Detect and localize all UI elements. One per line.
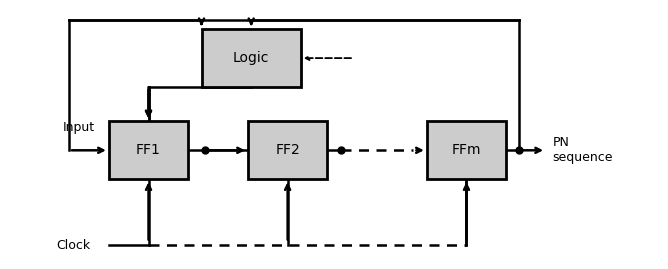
- Text: PN
sequence: PN sequence: [552, 136, 613, 164]
- Text: FFm: FFm: [452, 143, 481, 157]
- Bar: [202, 29, 301, 87]
- Text: Input: Input: [62, 122, 95, 134]
- Text: FF1: FF1: [136, 143, 161, 157]
- Bar: [427, 121, 506, 179]
- Text: Clock: Clock: [55, 239, 90, 252]
- Text: Logic: Logic: [233, 51, 269, 65]
- Bar: [109, 121, 188, 179]
- Text: FF2: FF2: [275, 143, 300, 157]
- Bar: [248, 121, 327, 179]
